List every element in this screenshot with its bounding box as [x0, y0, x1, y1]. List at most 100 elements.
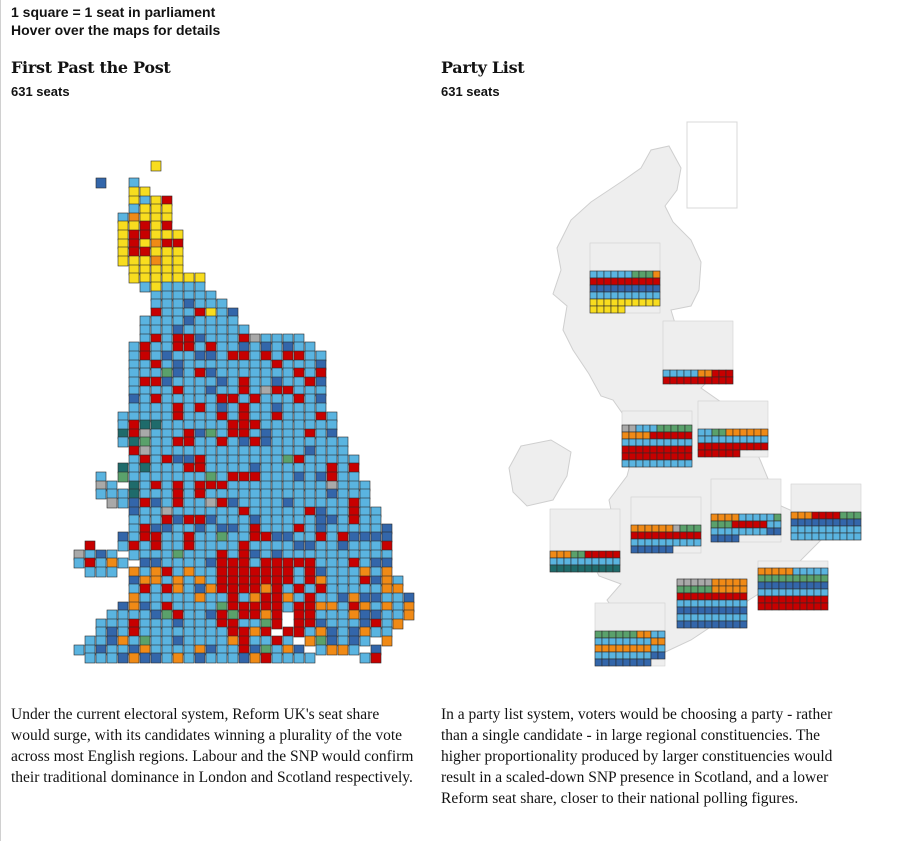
fptp-seat-square[interactable]: [172, 592, 184, 604]
fptp-seat-square[interactable]: [172, 324, 184, 336]
fptp-seat-square[interactable]: [161, 652, 173, 664]
list-seat-square[interactable]: [657, 651, 666, 660]
fptp-seat-square[interactable]: [194, 566, 206, 578]
list-seat-square[interactable]: [718, 428, 727, 437]
fptp-seat-square[interactable]: [205, 514, 217, 526]
fptp-seat-square[interactable]: [293, 540, 305, 552]
fptp-seat-square[interactable]: [216, 531, 228, 543]
list-seat-square[interactable]: [563, 550, 572, 559]
fptp-seat-square[interactable]: [282, 592, 294, 604]
list-seat-square[interactable]: [718, 376, 727, 385]
fptp-seat-square[interactable]: [161, 350, 173, 362]
fptp-seat-square[interactable]: [172, 419, 184, 431]
list-seat-square[interactable]: [804, 525, 813, 534]
list-seat-square[interactable]: [650, 637, 659, 646]
fptp-seat-square[interactable]: [249, 471, 261, 483]
fptp-seat-square[interactable]: [161, 281, 173, 293]
fptp-seat-square[interactable]: [238, 445, 250, 457]
list-seat-square[interactable]: [649, 452, 658, 461]
fptp-seat-square[interactable]: [227, 471, 239, 483]
list-seat-square[interactable]: [738, 513, 747, 522]
fptp-seat-square[interactable]: [128, 393, 140, 405]
list-seat-square[interactable]: [710, 527, 719, 536]
fptp-seat-square[interactable]: [337, 540, 349, 552]
list-seat-square[interactable]: [690, 606, 699, 615]
fptp-seat-square[interactable]: [359, 497, 371, 509]
list-seat-square[interactable]: [610, 270, 619, 279]
list-seat-square[interactable]: [690, 585, 699, 594]
fptp-seat-square[interactable]: [172, 471, 184, 483]
fptp-seat-square[interactable]: [172, 246, 184, 258]
fptp-seat-square[interactable]: [271, 514, 283, 526]
fptp-seat-square[interactable]: [216, 367, 228, 379]
list-seat-square[interactable]: [725, 613, 734, 622]
fptp-seat-square[interactable]: [216, 652, 228, 664]
fptp-seat-square[interactable]: [150, 341, 162, 353]
fptp-seat-square[interactable]: [150, 220, 162, 232]
list-seat-square[interactable]: [778, 567, 787, 576]
list-seat-square[interactable]: [676, 578, 685, 587]
fptp-seat-square[interactable]: [304, 540, 316, 552]
list-seat-square[interactable]: [656, 438, 665, 447]
fptp-seat-square[interactable]: [271, 618, 283, 630]
list-seat-square[interactable]: [804, 532, 813, 541]
fptp-seat-square[interactable]: [293, 367, 305, 379]
fptp-seat-square[interactable]: [348, 471, 360, 483]
fptp-seat-square[interactable]: [227, 393, 239, 405]
fptp-seat-square[interactable]: [205, 488, 217, 500]
list-seat-square[interactable]: [643, 651, 652, 660]
list-seat-square[interactable]: [732, 606, 741, 615]
list-seat-square[interactable]: [638, 291, 647, 300]
fptp-seat-square[interactable]: [271, 376, 283, 388]
fptp-seat-square[interactable]: [304, 514, 316, 526]
fptp-seat-square[interactable]: [304, 626, 316, 638]
fptp-seat-square[interactable]: [348, 557, 360, 569]
list-seat-square[interactable]: [665, 524, 674, 533]
fptp-seat-square[interactable]: [205, 540, 217, 552]
list-seat-square[interactable]: [799, 602, 808, 611]
list-seat-square[interactable]: [785, 581, 794, 590]
fptp-seat-square[interactable]: [117, 462, 129, 474]
fptp-seat-square[interactable]: [128, 186, 140, 198]
fptp-seat-square[interactable]: [139, 402, 151, 414]
list-seat-square[interactable]: [797, 511, 806, 520]
fptp-seat-square[interactable]: [183, 583, 195, 595]
list-seat-square[interactable]: [766, 520, 775, 529]
list-seat-square[interactable]: [711, 449, 720, 458]
list-seat-square[interactable]: [638, 277, 647, 286]
list-seat-square[interactable]: [584, 550, 593, 559]
list-seat-square[interactable]: [704, 428, 713, 437]
fptp-seat-square[interactable]: [282, 514, 294, 526]
list-seat-square[interactable]: [704, 585, 713, 594]
fptp-seat-square[interactable]: [139, 531, 151, 543]
list-seat-square[interactable]: [679, 524, 688, 533]
list-seat-square[interactable]: [630, 531, 639, 540]
party-list-regions[interactable]: [549, 242, 862, 667]
list-seat-square[interactable]: [711, 585, 720, 594]
list-seat-square[interactable]: [628, 424, 637, 433]
fptp-seat-square[interactable]: [315, 393, 327, 405]
fptp-seat-square[interactable]: [205, 324, 217, 336]
fptp-seat-square[interactable]: [260, 497, 272, 509]
fptp-seat-square[interactable]: [359, 488, 371, 500]
list-seat-square[interactable]: [704, 606, 713, 615]
fptp-seat-square[interactable]: [227, 315, 239, 327]
fptp-seat-square[interactable]: [315, 583, 327, 595]
list-seat-square[interactable]: [697, 606, 706, 615]
fptp-seat-square[interactable]: [238, 350, 250, 362]
list-seat-square[interactable]: [839, 518, 848, 527]
fptp-seat-square[interactable]: [249, 436, 261, 448]
fptp-seat-square[interactable]: [238, 531, 250, 543]
list-seat-square[interactable]: [628, 452, 637, 461]
list-seat-square[interactable]: [663, 431, 672, 440]
fptp-seat-square[interactable]: [139, 609, 151, 621]
fptp-seat-square[interactable]: [260, 626, 272, 638]
list-seat-square[interactable]: [621, 431, 630, 440]
fptp-seat-square[interactable]: [315, 626, 327, 638]
fptp-seat-square[interactable]: [117, 531, 129, 543]
list-seat-square[interactable]: [650, 644, 659, 653]
list-seat-square[interactable]: [825, 525, 834, 534]
list-seat-square[interactable]: [785, 574, 794, 583]
list-seat-square[interactable]: [739, 606, 748, 615]
list-seat-square[interactable]: [697, 620, 706, 629]
